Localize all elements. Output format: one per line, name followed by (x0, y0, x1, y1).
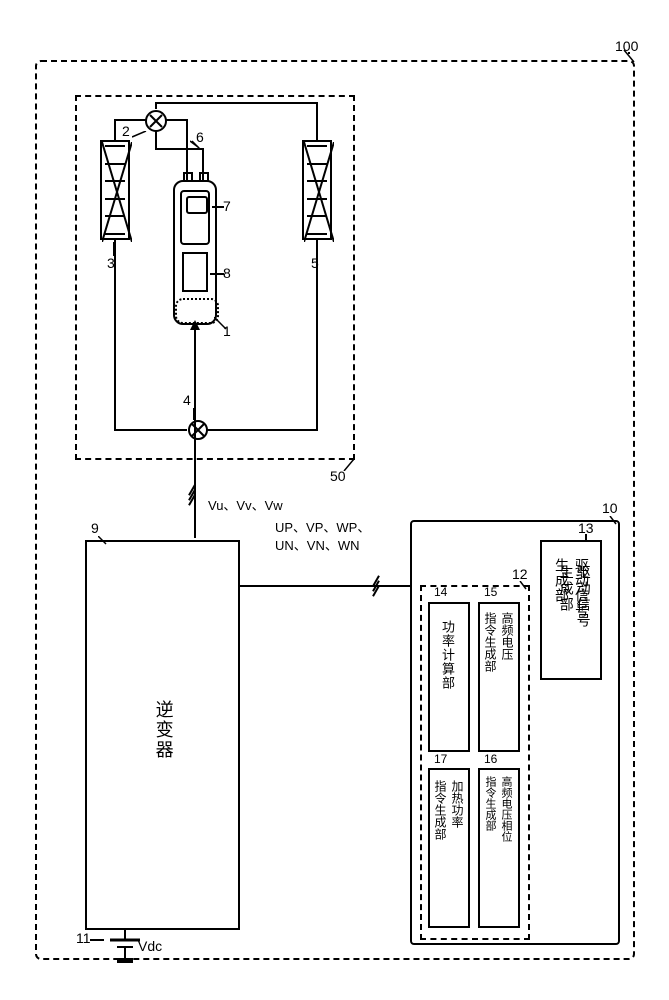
block-13-text: 驱动信号 生成部 (552, 558, 592, 618)
label-16: 16 (484, 752, 497, 766)
signals-label-2: UN、VN、WN (275, 538, 360, 554)
leader-12 (518, 578, 528, 596)
leader-10 (608, 513, 618, 531)
label-15: 15 (484, 585, 497, 599)
signals-label-1: UP、VP、WP、 (275, 520, 370, 536)
label-7: 7 (223, 198, 231, 214)
triple-slash-signals (370, 576, 388, 594)
leader-9 (98, 533, 108, 551)
block-15-text: 高频电压 指令生成部 (482, 612, 516, 672)
compressor-neck (183, 172, 193, 182)
leader-13 (585, 534, 587, 541)
label-2: 2 (122, 123, 130, 139)
label-17: 17 (434, 752, 447, 766)
label-11: 11 (76, 930, 91, 946)
four-way-valve (145, 110, 167, 132)
vdc-label: Vdc (138, 938, 162, 955)
label-8: 8 (223, 265, 231, 281)
leader-6 (190, 136, 200, 154)
inverter-label: 逆变器 (152, 700, 174, 760)
block-16-text: 高频电压相位 指令生成部 (482, 776, 514, 842)
leader-11 (90, 939, 104, 941)
motor-to-inverter-line (160, 320, 220, 550)
leader-100-dot (622, 48, 636, 62)
compressor-piston (182, 252, 208, 292)
leader-8 (210, 273, 224, 275)
voltage-label: Vu、Vv、Vw (208, 498, 283, 514)
compressor-neck2 (199, 172, 209, 182)
compressor-cylinder-inner (186, 196, 208, 214)
leader-7 (212, 206, 224, 208)
label-14: 14 (434, 585, 447, 599)
block-17-text: 加热功率 指令生成部 (432, 780, 466, 840)
triple-slash-voltage (186, 485, 204, 503)
block-14-text: 功率计算部 (438, 620, 457, 690)
leader-2 (132, 126, 148, 144)
diagram-canvas: 100 50 3 5 2 (20, 20, 649, 980)
